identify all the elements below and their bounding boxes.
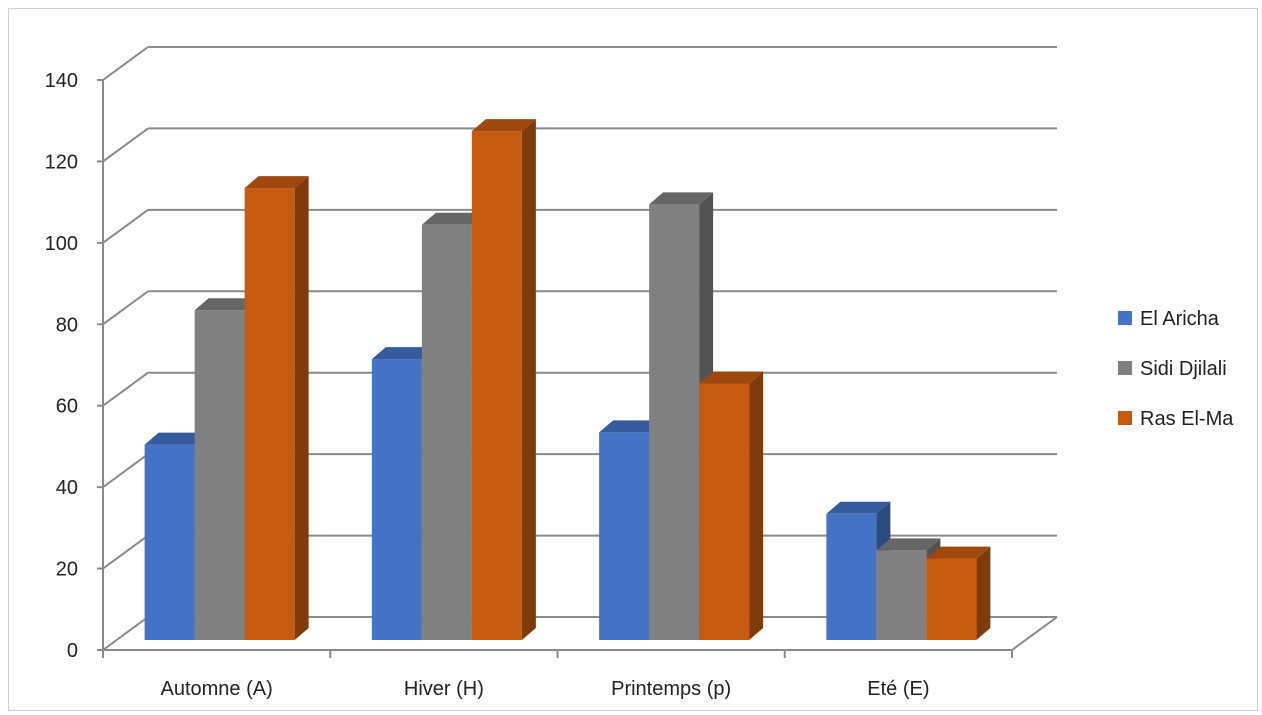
gridline-diagonal: [102, 290, 149, 326]
legend-swatch: [1118, 361, 1132, 375]
y-tick-label: 0: [67, 640, 78, 662]
bar-side: [749, 371, 764, 640]
legend-label: Ras El-Ma: [1140, 408, 1234, 430]
bar-top: [471, 119, 536, 132]
floor-side-edge: [1011, 616, 1058, 651]
bar-front: [599, 432, 650, 640]
y-tick-label: 120: [45, 151, 78, 173]
x-tick-label: Printemps (p): [611, 678, 731, 700]
bar-front: [471, 131, 522, 641]
bar-front: [699, 383, 750, 640]
x-tick-label: Hiver (H): [404, 678, 484, 700]
bars-layer: [144, 119, 991, 641]
bar-top: [244, 176, 309, 189]
bar-top: [649, 192, 714, 205]
bar-side: [976, 546, 991, 640]
bar: [471, 119, 536, 641]
bar-front: [826, 513, 877, 640]
bar-top: [876, 538, 941, 551]
bar: [699, 371, 764, 640]
x-tick-label: Eté (E): [867, 678, 929, 700]
bar-side: [521, 119, 536, 641]
legend-swatch: [1118, 311, 1132, 325]
y-tick-label: 40: [56, 477, 78, 499]
bar: [926, 546, 991, 640]
bar-front: [371, 359, 422, 640]
bar-top: [826, 501, 891, 514]
bar-front: [144, 444, 195, 640]
bar-front: [649, 204, 700, 640]
bar-front: [926, 558, 977, 640]
y-tick-label: 60: [56, 396, 78, 418]
gridline-diagonal: [102, 209, 149, 244]
gridline-diagonal: [102, 534, 149, 570]
gridline-diagonal: [102, 453, 149, 488]
gridline-diagonal: [102, 371, 149, 407]
bar-top: [421, 212, 486, 225]
bar-top: [194, 298, 259, 311]
bar-top: [599, 420, 664, 433]
bar-top: [371, 347, 436, 360]
bar-front: [876, 550, 927, 640]
bar-top: [926, 546, 991, 559]
bar: [244, 176, 309, 641]
gridline-diagonal: [102, 616, 149, 651]
y-tick-label: 80: [56, 314, 78, 336]
bar: [371, 347, 436, 640]
y-tick-label: 100: [45, 233, 78, 255]
legend-label: Sidi Djilali: [1140, 358, 1227, 380]
y-tick-label: 20: [56, 559, 78, 581]
gridline-diagonal: [102, 46, 149, 81]
axis-layer: 0 20 40 60 80 100 120 140 Automne (A) Hiver (H) Pr…: [45, 70, 1058, 700]
x-tick-label: Automne (A): [160, 678, 272, 700]
y-tick-label: 140: [45, 70, 78, 92]
chart-frame: [8, 8, 1258, 711]
bar-top: [699, 371, 764, 384]
bar-side: [294, 176, 309, 641]
legend-swatch: [1118, 411, 1132, 425]
bar-top: [144, 432, 209, 445]
bar-front: [244, 188, 295, 641]
bar-front: [421, 224, 472, 640]
bar-front: [194, 310, 245, 640]
legend: El Aricha Sidi Djilali Ras El-Ma: [1118, 308, 1234, 430]
legend-label: El Aricha: [1140, 308, 1220, 330]
gridline-diagonal: [102, 127, 149, 163]
